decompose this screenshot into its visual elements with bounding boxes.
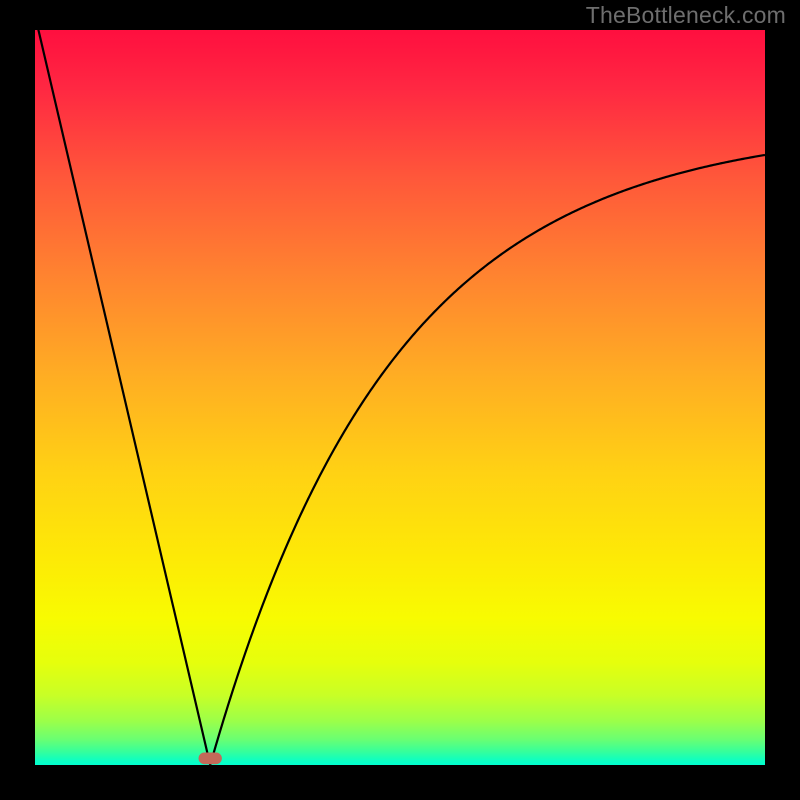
watermark-text: TheBottleneck.com	[586, 2, 786, 29]
chart-container: TheBottleneck.com	[0, 0, 800, 800]
plot-svg	[0, 0, 800, 800]
plot-background-gradient	[35, 30, 765, 765]
dip-marker	[199, 753, 222, 765]
